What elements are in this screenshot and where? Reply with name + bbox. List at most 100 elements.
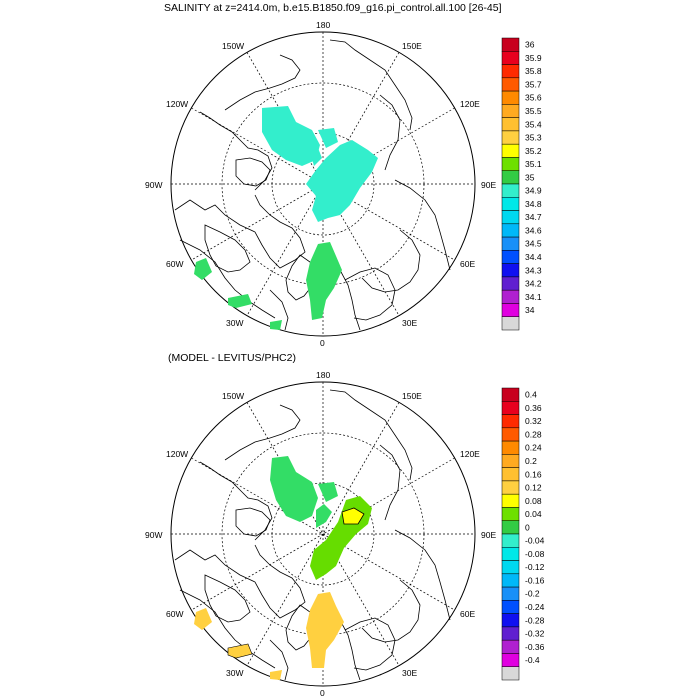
colorbar-label: 0.08: [525, 496, 542, 506]
colorbar-label: -0.04: [525, 536, 545, 546]
panel1-lon-150e: 150E: [402, 41, 422, 51]
colorbar-box: [501, 467, 520, 482]
colorbar-label: 0: [525, 522, 530, 532]
colorbar-box: [501, 51, 520, 65]
panel2-fill-yellow-atlantic: [306, 592, 344, 668]
colorbar-label: -0.24: [525, 602, 545, 612]
colorbar-box: [501, 480, 520, 495]
colorbar-box: [501, 289, 520, 304]
colorbar-box: [501, 639, 520, 654]
panel1-lon-120w: 120W: [166, 99, 188, 109]
colorbar-box: [501, 130, 520, 145]
colorbar-label: 35.9: [525, 53, 542, 63]
panel2-fill-yellow-contour: [341, 507, 365, 525]
colorbar-box: [501, 316, 520, 331]
panel1-lon-180: 180: [316, 20, 330, 30]
panel2-lon-60e: 60E: [460, 609, 475, 619]
colorbar-label: 34.5: [525, 239, 542, 249]
colorbar-box: [501, 157, 520, 171]
colorbar-label: 35.6: [525, 93, 542, 103]
colorbar-box: [501, 454, 520, 468]
colorbar-label: 0.16: [525, 469, 542, 479]
colorbar-label: 35.5: [525, 106, 542, 116]
colorbar-label: -0.32: [525, 629, 545, 639]
colorbar-box: [501, 427, 520, 442]
colorbar-box: [501, 104, 520, 118]
colorbar-box: [501, 183, 520, 198]
panel2-lon-150e: 150E: [402, 391, 422, 401]
panel2-lon-120e: 120E: [460, 449, 480, 459]
colorbar-box: [501, 236, 520, 251]
colorbar-box: [501, 143, 520, 158]
colorbar-label: 35.7: [525, 79, 542, 89]
panel2-lon-30w: 30W: [226, 668, 243, 678]
colorbar-label: 34: [525, 305, 535, 315]
colorbar-label: 34.1: [525, 292, 542, 302]
colorbar-label: 0.12: [525, 483, 542, 493]
panel2-lon-60w: 60W: [166, 609, 183, 619]
colorbar-box: [501, 560, 520, 575]
panel2-lon-120w: 120W: [166, 449, 188, 459]
panel2-lon-90e: 90E: [481, 530, 496, 540]
panel1-lon-90w: 90W: [145, 180, 162, 190]
panel2-lon-30e: 30E: [402, 668, 417, 678]
colorbar-label: 34.6: [525, 225, 542, 235]
colorbar-box: [501, 547, 520, 561]
colorbar-box: [501, 263, 520, 278]
colorbar-label: 34.9: [525, 186, 542, 196]
colorbar-label: 0.4: [525, 390, 537, 400]
colorbar-label: 0.2: [525, 456, 537, 466]
colorbar-label: 0.28: [525, 429, 542, 439]
colorbar-label: 35: [525, 172, 535, 182]
colorbar-box: [501, 170, 520, 185]
colorbar-label: 34.8: [525, 199, 542, 209]
panel1-map: 180 0 90W 90E 150W 150E 120W 120E 60W 60…: [145, 20, 542, 348]
panel1-fill-green-c: [270, 320, 282, 330]
colorbar-label: 36: [525, 40, 535, 50]
panel1-colorbar: 36 35.9 35.8 35.7 35.6 35.5 35.4 35.3 35.2 35.1 35…: [501, 37, 542, 331]
panel1-fill-cyan-north: [318, 128, 338, 148]
colorbar-label: 0.36: [525, 403, 542, 413]
panel1-title: SALINITY at z=2414.0m, b.e15.B1850.f09_g…: [164, 2, 502, 14]
panel2-fill-green-north: [318, 482, 338, 502]
panel2-coastlines: [174, 389, 451, 681]
colorbar-box: [501, 414, 520, 429]
colorbar-box: [501, 223, 520, 238]
colorbar-box: [501, 64, 520, 79]
colorbar-label: 0.32: [525, 416, 542, 426]
colorbar-box: [501, 666, 520, 681]
colorbar-box: [501, 210, 520, 225]
panel1-lon-30e: 30E: [402, 318, 417, 328]
panel2-fill-yellow-c: [270, 670, 282, 680]
panel2-lon-150w: 150W: [222, 391, 244, 401]
panel2-fill-yellow-a: [194, 608, 212, 630]
panel1-lon-60e: 60E: [460, 259, 475, 269]
colorbar-label: -0.08: [525, 549, 545, 559]
panel2-fill-green-west: [270, 456, 318, 522]
panel1-fill-green-b: [228, 294, 252, 308]
panel1-fill-cyan-west: [262, 106, 320, 166]
panel2-fill-yellow-b: [227, 643, 253, 659]
colorbar-label: 35.4: [525, 119, 542, 129]
panel1-lon-60w: 60W: [166, 259, 183, 269]
colorbar-label: -0.28: [525, 615, 545, 625]
panel2-colorbar: 0.4 0.36 0.32 0.28 0.24 0.2 0.16 0.12 0.08 0.04 0 -…: [501, 387, 545, 681]
panel2-title: (MODEL - LEVITUS/PHC2): [168, 352, 296, 364]
panel1-fill-green-atlantic: [306, 242, 342, 320]
colorbar-label: 34.3: [525, 265, 542, 275]
colorbar-box: [501, 440, 520, 455]
colorbar-label: 35.8: [525, 66, 542, 76]
colorbar-box: [501, 613, 520, 628]
colorbar-box: [501, 387, 520, 402]
colorbar-box: [501, 573, 520, 588]
colorbar-box: [501, 533, 520, 548]
panel2-lon-0: 0: [320, 688, 325, 698]
panel1-lon-30w: 30W: [226, 318, 243, 328]
panel2-lon-90w: 90W: [145, 530, 162, 540]
panel1-fill-cyan-central: [306, 140, 378, 222]
colorbar-box: [501, 520, 520, 535]
panel1-lon-120e: 120E: [460, 99, 480, 109]
colorbar-box: [501, 117, 520, 132]
colorbar-label: -0.36: [525, 642, 545, 652]
